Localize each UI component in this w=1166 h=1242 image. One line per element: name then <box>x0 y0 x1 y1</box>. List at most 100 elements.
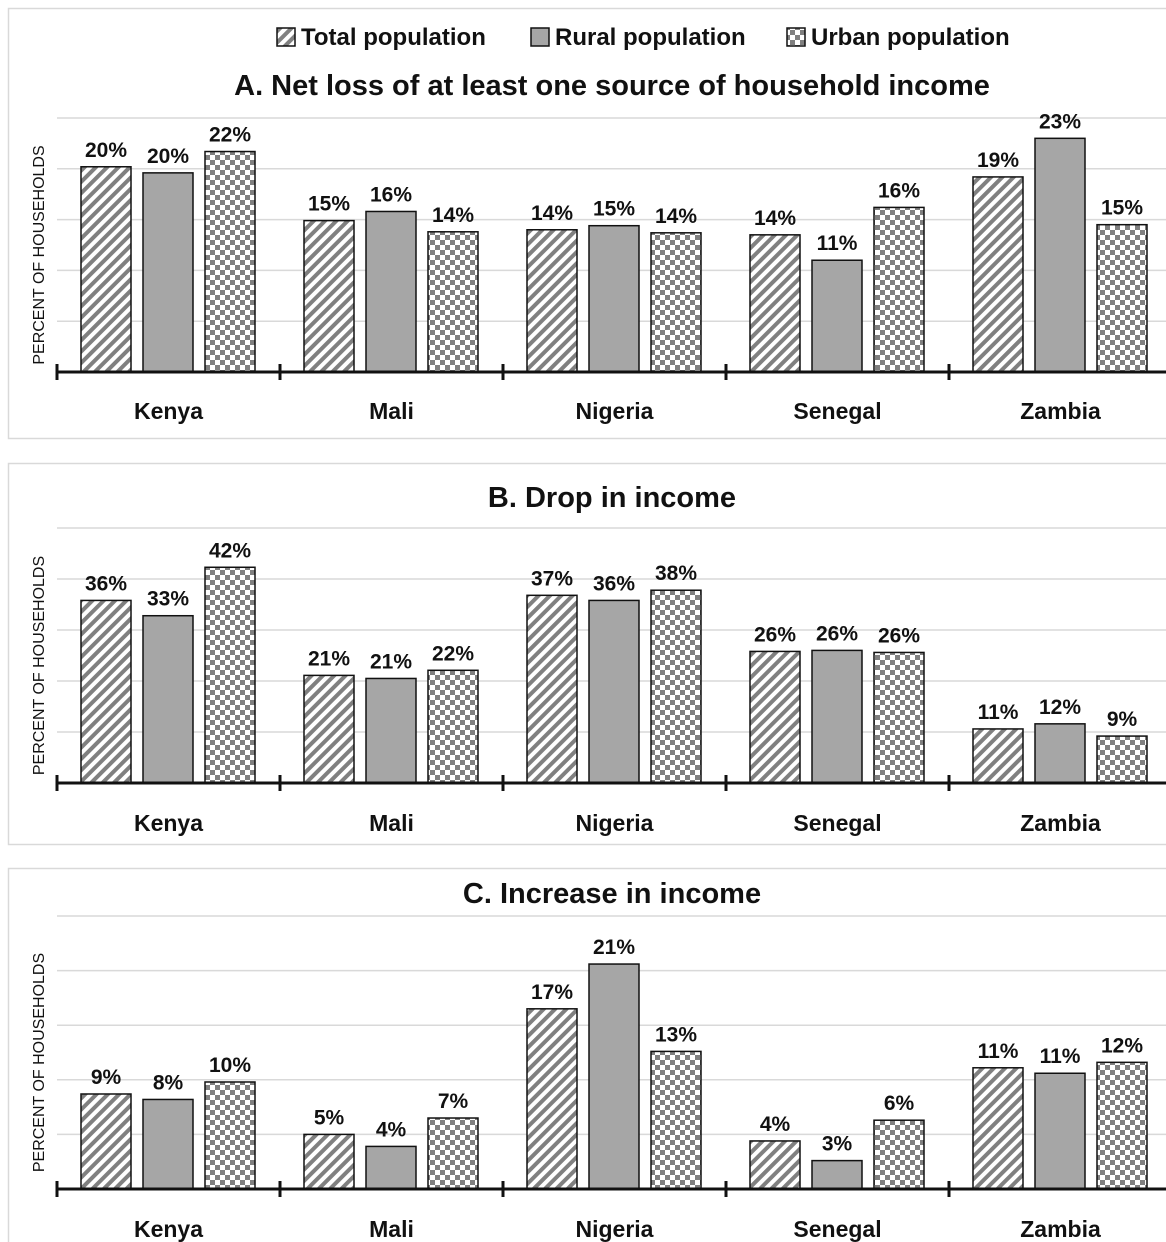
bar-senegal-total <box>749 1140 801 1190</box>
bar-kenya-urban <box>204 566 256 784</box>
data-label: 9% <box>1107 708 1138 731</box>
category-label: Mali <box>369 1216 414 1242</box>
data-label: 20% <box>85 139 127 162</box>
data-label: 3% <box>822 1133 853 1156</box>
bar-zambia-urban <box>1096 223 1148 373</box>
data-label: 4% <box>376 1118 407 1141</box>
category-label: Mali <box>369 398 414 424</box>
data-label: 38% <box>655 562 697 585</box>
bar-nigeria-urban <box>650 1050 702 1190</box>
bar-senegal-rural <box>811 1159 863 1190</box>
bar-nigeria-urban <box>650 589 702 784</box>
bar-senegal-urban <box>873 1119 925 1190</box>
legend-swatch <box>276 27 296 47</box>
legend-item-diag: Total population <box>276 24 486 51</box>
data-label: 26% <box>878 624 920 647</box>
legend-label: Urban population <box>811 24 1010 51</box>
bar-zambia-rural <box>1034 1072 1086 1190</box>
bar-nigeria-rural <box>588 224 640 373</box>
data-label: 15% <box>593 198 635 221</box>
y-axis-label: PERCENT OF HOUSEHOLDS <box>31 556 48 775</box>
data-label: 21% <box>370 650 412 673</box>
bar-mali-total <box>303 219 355 373</box>
data-label: 11% <box>978 701 1019 724</box>
bar-zambia-rural <box>1034 723 1086 784</box>
y-axis-label: PERCENT OF HOUSEHOLDS <box>31 145 48 364</box>
bar-zambia-urban <box>1096 1061 1148 1190</box>
bar-senegal-rural <box>811 259 863 373</box>
bar-nigeria-rural <box>588 599 640 784</box>
category-label: Zambia <box>1020 810 1101 836</box>
bar-zambia-total <box>972 1067 1024 1190</box>
bar-kenya-rural <box>142 614 194 784</box>
data-label: 23% <box>1039 110 1081 133</box>
data-label: 4% <box>760 1113 791 1136</box>
data-label: 21% <box>308 647 350 670</box>
data-label: 8% <box>153 1071 184 1094</box>
legend-item-solid: Rural population <box>530 24 746 51</box>
bar-kenya-total <box>80 599 132 784</box>
bar-mali-total <box>303 1133 355 1190</box>
bar-mali-total <box>303 674 355 784</box>
chart-title: A. Net loss of at least one source of ho… <box>234 70 990 102</box>
category-label: Kenya <box>134 1216 203 1242</box>
bar-senegal-urban <box>873 206 925 373</box>
bar-kenya-urban <box>204 1081 256 1190</box>
bar-zambia-urban <box>1096 735 1148 784</box>
data-label: 10% <box>209 1054 251 1077</box>
category-label: Senegal <box>793 810 881 836</box>
data-label: 16% <box>878 179 920 202</box>
chart-title: C. Increase in income <box>463 878 761 910</box>
data-label: 17% <box>531 981 573 1004</box>
category-label: Kenya <box>134 398 203 424</box>
bar-senegal-total <box>749 650 801 784</box>
bar-kenya-urban <box>204 150 256 373</box>
legend-label: Total population <box>301 24 486 51</box>
bar-nigeria-total <box>526 594 578 784</box>
data-label: 33% <box>147 588 189 611</box>
bar-zambia-rural <box>1034 137 1086 373</box>
data-label: 22% <box>432 642 474 665</box>
data-label: 9% <box>91 1066 122 1089</box>
data-label: 15% <box>1101 197 1143 220</box>
data-label: 19% <box>977 149 1019 172</box>
chart-panel-3: C. Increase in income PERCENT OF HOUSEHOL… <box>7 867 1166 1242</box>
data-label: 12% <box>1101 1034 1143 1057</box>
bar-mali-urban <box>427 1117 479 1190</box>
category-label: Mali <box>369 810 414 836</box>
bar-kenya-total <box>80 166 132 373</box>
data-label: 14% <box>655 205 697 228</box>
data-label: 11% <box>1040 1045 1081 1068</box>
data-label: 15% <box>308 193 350 216</box>
bar-nigeria-total <box>526 1008 578 1190</box>
data-label: 26% <box>754 623 796 646</box>
bar-senegal-rural <box>811 649 863 784</box>
category-label: Nigeria <box>576 810 654 836</box>
data-label: 21% <box>593 936 635 959</box>
category-label: Zambia <box>1020 1216 1101 1242</box>
data-label: 20% <box>147 145 189 168</box>
bar-zambia-total <box>972 728 1024 784</box>
data-label: 37% <box>531 567 573 590</box>
data-label: 14% <box>432 204 474 227</box>
legend-swatch <box>530 27 550 47</box>
bar-senegal-total <box>749 234 801 373</box>
category-label: Senegal <box>793 398 881 424</box>
data-label: 11% <box>978 1040 1019 1063</box>
data-label: 14% <box>754 207 796 230</box>
data-label: 26% <box>816 622 858 645</box>
category-label: Nigeria <box>576 1216 654 1242</box>
bar-mali-rural <box>365 210 417 373</box>
chart-panels: A. Net loss of at least one source of ho… <box>7 7 1166 1242</box>
bar-mali-rural <box>365 677 417 784</box>
category-label: Kenya <box>134 810 203 836</box>
chart-title: B. Drop in income <box>488 482 736 514</box>
bar-mali-urban <box>427 231 479 373</box>
bar-senegal-urban <box>873 651 925 784</box>
data-label: 5% <box>314 1106 345 1129</box>
data-label: 36% <box>593 572 635 595</box>
bar-mali-urban <box>427 669 479 784</box>
legend-label: Rural population <box>555 24 746 51</box>
data-label: 7% <box>438 1090 469 1113</box>
